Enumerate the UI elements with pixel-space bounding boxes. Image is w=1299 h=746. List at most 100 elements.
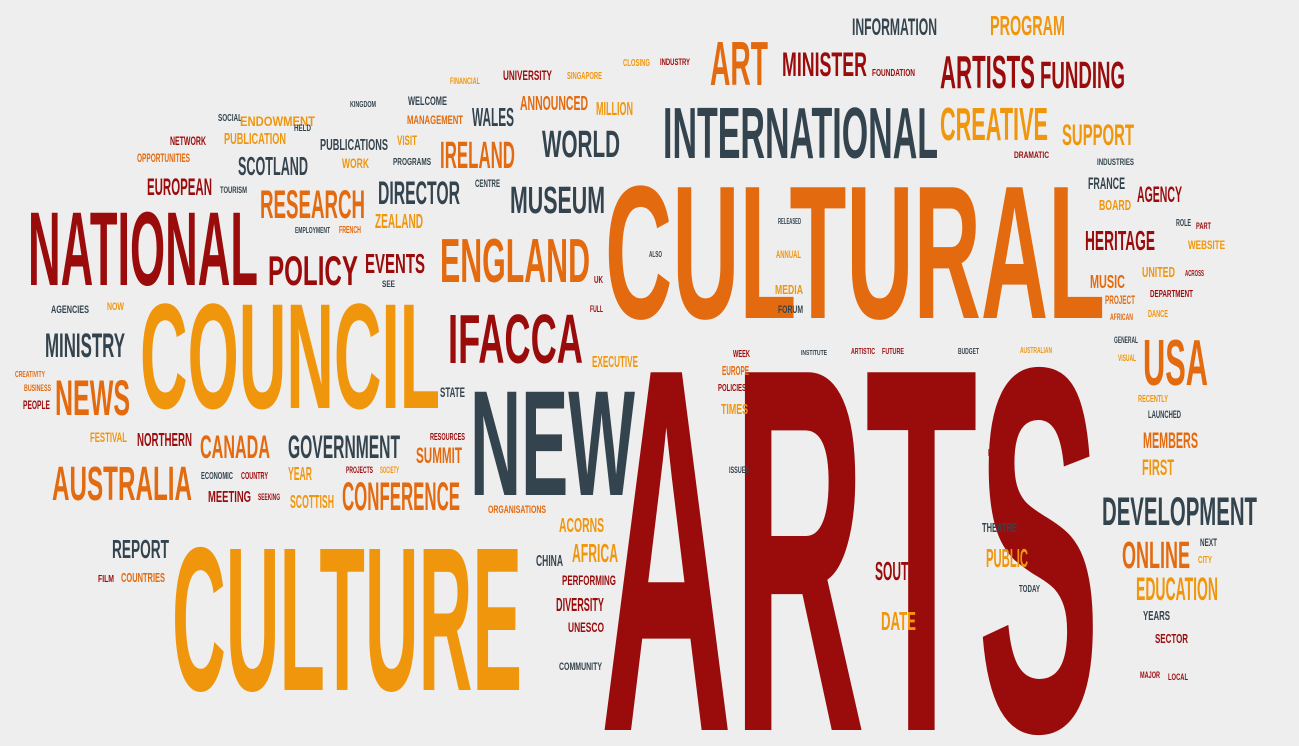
word-opportunities: OPPORTUNITIES bbox=[137, 151, 190, 165]
word-community: COMMUNITY bbox=[559, 661, 602, 673]
word-french: FRENCH bbox=[339, 225, 361, 236]
word-across: ACROSS bbox=[1185, 269, 1204, 278]
word-resources: RESOURCES bbox=[430, 432, 465, 443]
word-members: MEMBERS bbox=[1143, 428, 1198, 453]
word-country: COUNTRY bbox=[241, 471, 268, 482]
word-african: AFRICAN bbox=[1110, 312, 1133, 322]
word-visual: VISUAL bbox=[1118, 353, 1136, 363]
word-usa: USA bbox=[1143, 326, 1208, 399]
word-agency: AGENCY bbox=[1137, 182, 1182, 207]
word-future: FUTURE bbox=[882, 347, 904, 356]
word-council: COUNCIL bbox=[140, 272, 440, 440]
word-million: MILLION bbox=[596, 99, 633, 119]
word-australian: AUSTRALIAN bbox=[1020, 346, 1052, 355]
word-today: TODAY bbox=[1019, 584, 1040, 595]
word-international: INTERNATIONAL bbox=[663, 94, 938, 174]
word-development: DEVELOPMENT bbox=[1102, 490, 1257, 534]
word-next: NEXT bbox=[1200, 537, 1217, 549]
word-foundation: FOUNDATION bbox=[872, 68, 915, 79]
word-tourism: TOURISM bbox=[220, 185, 247, 195]
word-australia: AUSTRALIA bbox=[52, 458, 192, 511]
word-ifacca: IFACCA bbox=[448, 300, 583, 378]
word-publication: PUBLICATION bbox=[224, 131, 286, 148]
word-policy: POLICY bbox=[268, 247, 358, 294]
word-national: NATIONAL bbox=[28, 191, 258, 308]
word-financial: FINANCIAL bbox=[450, 76, 480, 86]
word-government: GOVERNMENT bbox=[288, 429, 400, 465]
word-also: ALSO bbox=[649, 250, 662, 259]
word-world: WORLD bbox=[542, 124, 620, 166]
word-board: BOARD bbox=[1099, 197, 1131, 214]
word-annual: ANNUAL bbox=[776, 249, 801, 261]
word-meeting: MEETING bbox=[208, 489, 251, 506]
word-work: WORK bbox=[342, 155, 369, 171]
word-years: YEARS bbox=[1143, 608, 1170, 623]
word-role: ROLE bbox=[1176, 218, 1191, 229]
word-artistic: ARTISTIC bbox=[851, 347, 875, 356]
word-industries: INDUSTRIES bbox=[1097, 157, 1134, 167]
word-publications: PUBLICATIONS bbox=[320, 137, 388, 154]
word-launched: LAUNCHED bbox=[1148, 409, 1181, 421]
word-part: PART bbox=[1196, 221, 1211, 231]
word-institute: INSTITUTE bbox=[801, 350, 827, 357]
word-research: RESEARCH bbox=[260, 183, 365, 227]
word-singapore: SINGAPORE bbox=[567, 71, 602, 82]
word-china: CHINA bbox=[536, 553, 563, 570]
word-visit: VISIT bbox=[397, 132, 417, 148]
word-funding: FUNDING bbox=[1040, 55, 1125, 97]
word-acorns: ACORNS bbox=[559, 515, 604, 537]
word-diversity: DIVERSITY bbox=[556, 595, 604, 615]
word-dramatic: DRAMATIC bbox=[1014, 150, 1049, 160]
word-endowment: ENDOWMENT bbox=[240, 113, 315, 129]
word-first: FIRST bbox=[1142, 455, 1174, 480]
word-uk: UK bbox=[594, 275, 603, 286]
word-africa: AFRICA bbox=[572, 538, 618, 568]
word-scotland: SCOTLAND bbox=[238, 151, 308, 181]
word-issues: ISSUES bbox=[729, 465, 749, 475]
word-arts: ARTS bbox=[600, 260, 1100, 746]
word-film: FILM bbox=[98, 574, 114, 585]
word-summit: SUMMIT bbox=[416, 443, 462, 468]
word-local: LOCAL bbox=[1168, 672, 1188, 682]
word-dance: DANCE bbox=[1148, 309, 1168, 320]
word-general: GENERAL bbox=[1114, 335, 1138, 345]
word-centre: CENTRE bbox=[475, 178, 500, 190]
word-organisations: ORGANISATIONS bbox=[488, 504, 546, 516]
word-recently: RECENTLY bbox=[1138, 394, 1168, 405]
word-heritage: HERITAGE bbox=[1085, 225, 1155, 256]
word-date: DATE bbox=[881, 606, 916, 636]
word-performing: PERFORMING bbox=[562, 572, 616, 588]
word-project: PROJECT bbox=[1105, 293, 1135, 307]
word-support: SUPPORT bbox=[1062, 119, 1134, 152]
word-budget: BUDGET bbox=[958, 347, 979, 356]
word-website: WEBSITE bbox=[1188, 238, 1225, 252]
word-theatre: THEATRE bbox=[982, 520, 1017, 535]
word-creativity: CREATIVITY bbox=[15, 370, 45, 379]
word-welcome: WELCOME bbox=[408, 94, 447, 108]
word-closing: CLOSING bbox=[623, 58, 650, 69]
word-programs: PROGRAMS bbox=[393, 157, 431, 168]
word-people: PEOPLE bbox=[23, 398, 50, 412]
word-city: CITY bbox=[1198, 555, 1212, 566]
word-seeking: SEEKING bbox=[258, 492, 280, 502]
word-network: NETWORK bbox=[170, 134, 206, 148]
word-society: SOCIETY bbox=[380, 465, 399, 475]
word-policies: POLICIES bbox=[718, 383, 746, 394]
word-artists: ARTISTS bbox=[940, 46, 1035, 98]
word-director: DIRECTOR bbox=[378, 175, 460, 211]
word-management: MANAGEMENT bbox=[407, 113, 463, 127]
word-department: DEPARTMENT bbox=[1150, 289, 1193, 300]
word-art: ART bbox=[710, 30, 768, 99]
word-released: RELEASED bbox=[778, 217, 801, 226]
word-cultural: CULTURAL bbox=[605, 147, 1105, 359]
word-university: UNIVERSITY bbox=[503, 67, 552, 83]
word-see: SEE bbox=[382, 279, 395, 289]
word-zealand: ZEALAND bbox=[375, 211, 423, 233]
word-announced: ANNOUNCED bbox=[520, 93, 588, 115]
word-england: ENGLAND bbox=[440, 227, 590, 296]
word-forum: FORUM bbox=[778, 304, 803, 316]
word-major: MAJOR bbox=[1140, 670, 1160, 680]
word-events: EVENTS bbox=[365, 248, 425, 279]
word-business: BUSINESS bbox=[24, 383, 51, 393]
word-help: HELP bbox=[988, 448, 1004, 459]
